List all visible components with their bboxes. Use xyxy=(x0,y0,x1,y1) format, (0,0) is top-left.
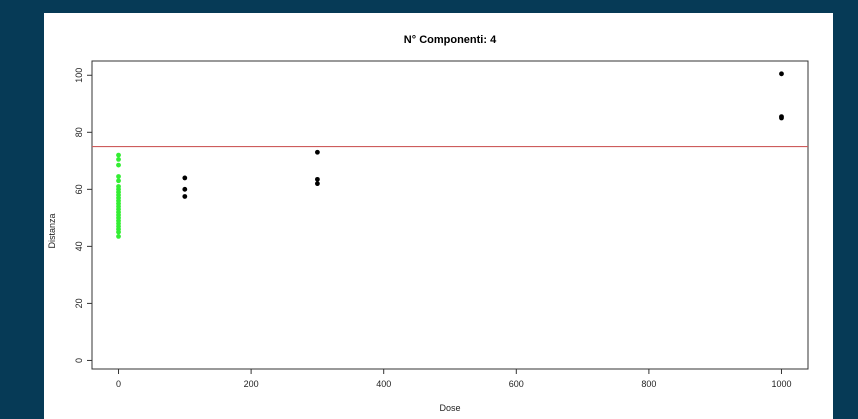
x-tick-label: 400 xyxy=(376,379,391,389)
data-point xyxy=(779,71,784,77)
data-point xyxy=(315,176,320,182)
data-point xyxy=(116,156,121,162)
chart-title: N° Componenti: 4 xyxy=(404,34,497,46)
data-point xyxy=(116,229,121,235)
data-point xyxy=(182,175,188,181)
y-tick-label: 0 xyxy=(74,358,84,363)
data-point xyxy=(315,181,320,187)
data-point xyxy=(116,152,121,158)
data-point xyxy=(779,115,784,121)
y-tick-label: 100 xyxy=(74,68,84,83)
data-point xyxy=(182,186,188,192)
chart-panel: N° Componenti: 4 Dose Distanza 0 200 400 60… xyxy=(44,13,833,419)
y-tick-label: 40 xyxy=(74,241,84,251)
y-tick-label: 80 xyxy=(74,127,84,137)
data-point xyxy=(315,149,320,155)
x-tick-label: 1000 xyxy=(771,379,791,389)
data-point xyxy=(182,194,188,199)
x-tick-label: 0 xyxy=(116,379,121,389)
data-point xyxy=(116,174,121,179)
x-tick-label: 200 xyxy=(244,379,259,389)
data-point xyxy=(116,162,121,168)
scatter-chart: N° Componenti: 4 Dose Distanza 0 200 400 60… xyxy=(47,34,809,413)
y-tick-label: 60 xyxy=(74,184,84,194)
x-tick-label: 800 xyxy=(641,379,656,389)
data-point xyxy=(116,233,121,239)
data-point xyxy=(116,178,121,184)
y-tick-label: 20 xyxy=(74,298,84,308)
plot-frame xyxy=(91,60,809,370)
x-axis-label: Dose xyxy=(439,403,460,413)
y-axis-label: Distanza xyxy=(47,213,57,248)
x-tick-label: 600 xyxy=(509,379,524,389)
